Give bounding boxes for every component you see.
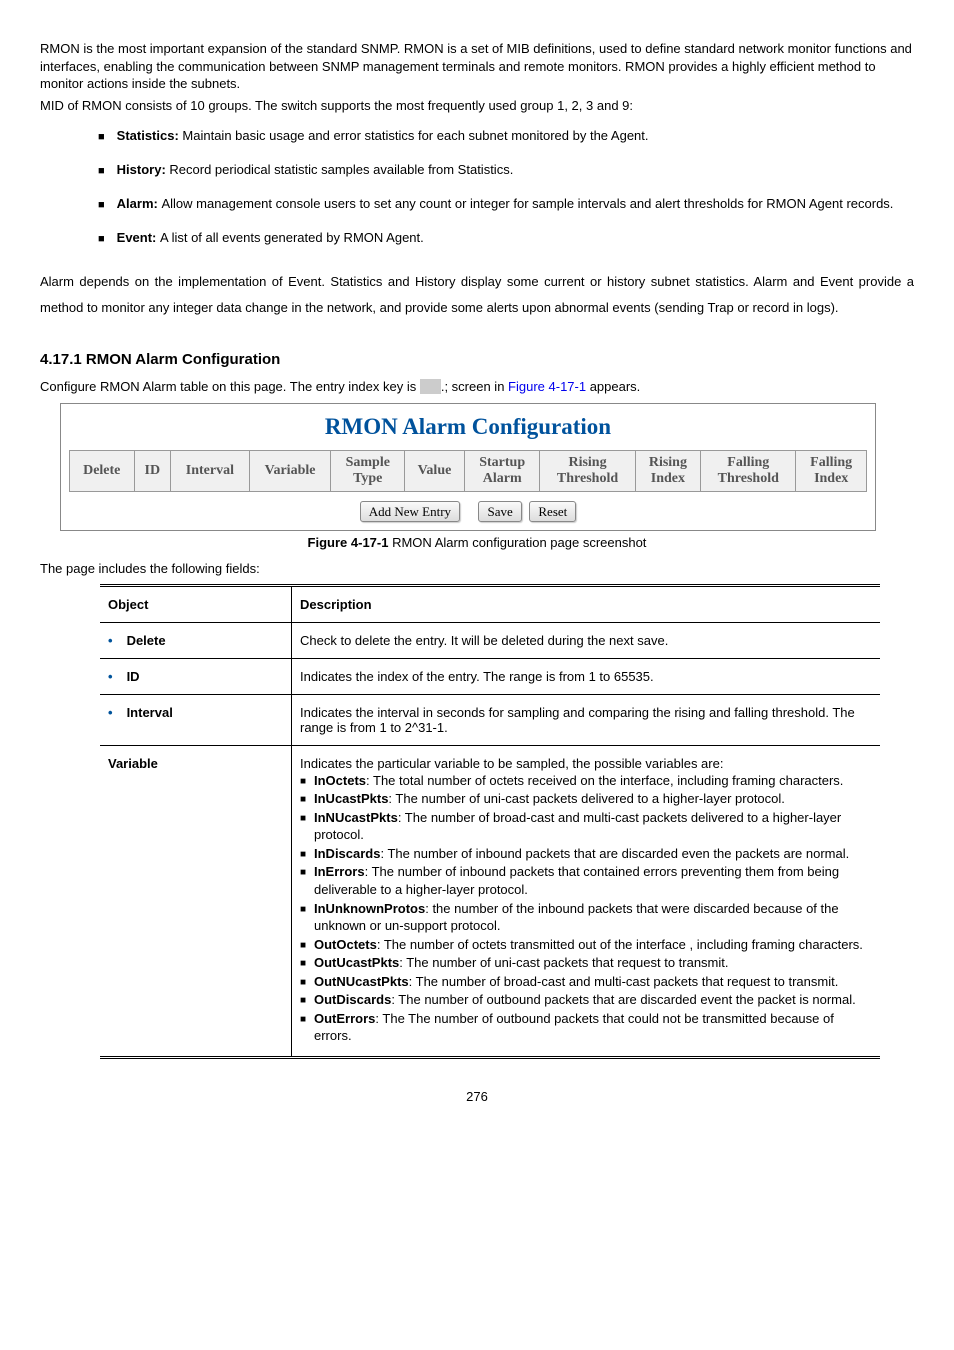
id-highlight: ID bbox=[420, 379, 441, 394]
variable-item: ■InErrors: The number of inbound packets… bbox=[300, 863, 872, 898]
fields-intro: The page includes the following fields: bbox=[40, 560, 914, 578]
rmon-column-header: Value bbox=[405, 450, 465, 491]
add-new-entry-button[interactable]: Add New Entry bbox=[360, 501, 460, 522]
square-bullet-icon: ■ bbox=[300, 793, 314, 808]
intro-paragraph-1: RMON is the most important expansion of … bbox=[40, 40, 914, 93]
fields-header-object: Object bbox=[100, 585, 292, 622]
intro-paragraph-2: MID of RMON consists of 10 groups. The s… bbox=[40, 97, 914, 115]
variable-item: ■InUcastPkts: The number of uni-cast pac… bbox=[300, 790, 872, 808]
variable-item: ■OutDiscards: The number of outbound pac… bbox=[300, 991, 872, 1009]
square-bullet-icon: ■ bbox=[300, 994, 314, 1009]
table-row: •ID Indicates the index of the entry. Th… bbox=[100, 658, 880, 694]
rmon-title: RMON Alarm Configuration bbox=[69, 414, 867, 440]
square-bullet-icon: ■ bbox=[98, 196, 105, 216]
rmon-column-header: RisingIndex bbox=[635, 450, 701, 491]
save-button[interactable]: Save bbox=[478, 501, 521, 522]
group-list: ■ Statistics: Maintain basic usage and e… bbox=[40, 124, 914, 249]
square-bullet-icon: ■ bbox=[300, 848, 314, 863]
square-bullet-icon: ■ bbox=[300, 775, 314, 790]
rmon-column-header: SampleType bbox=[331, 450, 405, 491]
square-bullet-icon: ■ bbox=[300, 976, 314, 991]
variable-item: ■OutUcastPkts: The number of uni-cast pa… bbox=[300, 954, 872, 972]
variable-item: ■InDiscards: The number of inbound packe… bbox=[300, 845, 872, 863]
variable-item: ■OutOctets: The number of octets transmi… bbox=[300, 936, 872, 954]
variable-intro: Indicates the particular variable to be … bbox=[300, 756, 872, 771]
table-row: •Interval Indicates the interval in seco… bbox=[100, 694, 880, 745]
group-item: ■ Alarm: Allow management console users … bbox=[98, 192, 914, 216]
square-bullet-icon: ■ bbox=[300, 866, 314, 898]
rmon-column-header: FallingIndex bbox=[796, 450, 867, 491]
config-line: Configure RMON Alarm table on this page.… bbox=[40, 378, 914, 396]
section-title: 4.17.1 RMON Alarm Configuration bbox=[40, 351, 914, 368]
figure-caption: Figure 4-17-1 RMON Alarm configuration p… bbox=[40, 535, 914, 550]
square-bullet-icon: ■ bbox=[300, 939, 314, 954]
fields-table: Object Description •Delete Check to dele… bbox=[100, 584, 880, 1059]
rmon-column-header: Interval bbox=[171, 450, 250, 491]
square-bullet-icon: ■ bbox=[300, 903, 314, 935]
alarm-paragraph: Alarm depends on the implementation of E… bbox=[40, 269, 914, 321]
rmon-header-table: DeleteIDIntervalVariableSampleTypeValueS… bbox=[69, 450, 867, 492]
table-row: •Delete Check to delete the entry. It wi… bbox=[100, 622, 880, 658]
figure-link[interactable]: Figure 4-17-1 bbox=[508, 379, 586, 394]
variable-item: ■InOctets: The total number of octets re… bbox=[300, 772, 872, 790]
rmon-column-header: StartupAlarm bbox=[464, 450, 540, 491]
square-bullet-icon: ■ bbox=[98, 230, 105, 250]
rmon-column-header: FallingThreshold bbox=[701, 450, 796, 491]
square-bullet-icon: ■ bbox=[98, 128, 105, 148]
rmon-column-header: Delete bbox=[70, 450, 135, 491]
variable-item: ■InNUcastPkts: The number of broad-cast … bbox=[300, 809, 872, 844]
variable-item: ■InUnknownProtos: the number of the inbo… bbox=[300, 900, 872, 935]
rmon-column-header: Variable bbox=[249, 450, 331, 491]
page-number: 276 bbox=[40, 1089, 914, 1104]
rmon-column-header: ID bbox=[134, 450, 171, 491]
square-bullet-icon: ■ bbox=[300, 957, 314, 972]
square-bullet-icon: ■ bbox=[300, 812, 314, 844]
variable-item: ■OutErrors: The The number of outbound p… bbox=[300, 1010, 872, 1045]
group-item: ■ Event: A list of all events generated … bbox=[98, 226, 914, 250]
square-bullet-icon: ■ bbox=[98, 162, 105, 182]
group-item: ■ History: Record periodical statistic s… bbox=[98, 158, 914, 182]
table-row: Variable Indicates the particular variab… bbox=[100, 745, 880, 1057]
square-bullet-icon: ■ bbox=[300, 1013, 314, 1045]
variable-item: ■OutNUcastPkts: The number of broad-cast… bbox=[300, 973, 872, 991]
reset-button[interactable]: Reset bbox=[529, 501, 576, 522]
fields-header-description: Description bbox=[292, 585, 881, 622]
group-item: ■ Statistics: Maintain basic usage and e… bbox=[98, 124, 914, 148]
rmon-screenshot: RMON Alarm Configuration DeleteIDInterva… bbox=[60, 403, 876, 531]
rmon-column-header: RisingThreshold bbox=[540, 450, 635, 491]
